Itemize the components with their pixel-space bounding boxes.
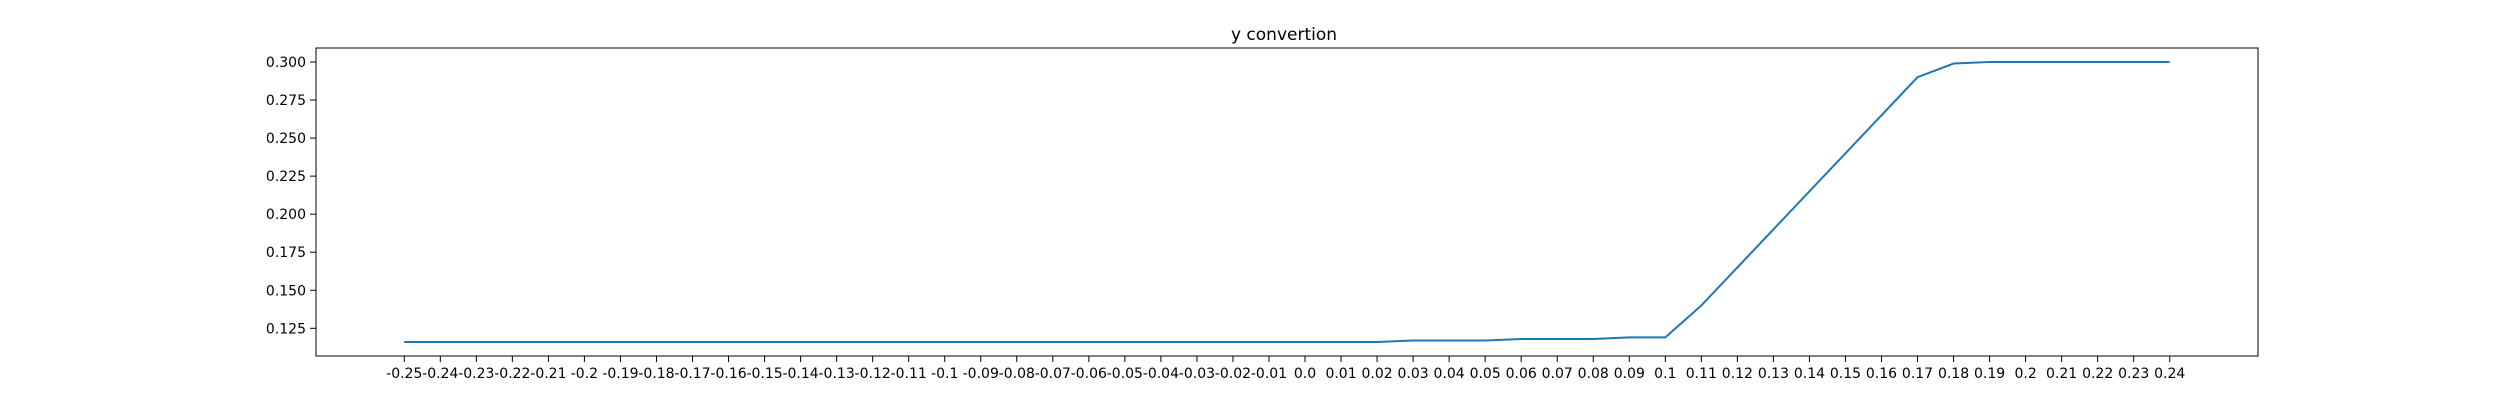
x-tick-label: -0.18 — [638, 366, 674, 382]
x-tick-label: -0.11 — [891, 366, 927, 382]
x-tick-label: -0.14 — [782, 366, 818, 382]
x-tick-label: -0.21 — [530, 366, 566, 382]
x-tick-label: -0.22 — [494, 366, 530, 382]
x-tick-label: 0.24 — [2154, 366, 2185, 382]
x-tick-label: -0.07 — [1035, 366, 1071, 382]
x-tick-label: -0.01 — [1251, 366, 1287, 382]
x-tick-label: -0.08 — [999, 366, 1035, 382]
x-tick-label: 0.11 — [1686, 366, 1717, 382]
x-tick-label: -0.05 — [1107, 366, 1143, 382]
x-tick-label: -0.04 — [1143, 366, 1179, 382]
x-tick-label: 0.06 — [1506, 366, 1537, 382]
x-tick-label: 0.14 — [1794, 366, 1825, 382]
x-tick-label: 0.05 — [1470, 366, 1501, 382]
x-tick-label: 0.12 — [1722, 366, 1753, 382]
x-tick-label: 0.07 — [1542, 366, 1573, 382]
x-tick-label: 0.04 — [1434, 366, 1465, 382]
y-tick-label: 0.250 — [266, 131, 306, 147]
x-tick-label: 0.09 — [1614, 366, 1645, 382]
x-tick-label: -0.15 — [746, 366, 782, 382]
x-tick-label: -0.09 — [963, 366, 999, 382]
series-line — [404, 61, 2170, 343]
y-tick-label: 0.175 — [266, 245, 306, 261]
x-tick-label: 0.17 — [1902, 366, 1933, 382]
x-tick-label: 0.13 — [1758, 366, 1789, 382]
series-group — [404, 61, 2170, 343]
y-axis: 0.125 0.150 0.175 0.200 0.225 0.250 0.275 0.300 — [266, 55, 316, 337]
x-tick-label: 0.19 — [1974, 366, 2005, 382]
x-tick-label: 0.1 — [1654, 366, 1676, 382]
x-tick-label: 0.01 — [1325, 366, 1356, 382]
x-tick-label: 0.15 — [1830, 366, 1861, 382]
y-tick-label: 0.200 — [266, 207, 306, 223]
y-tick-label: 0.275 — [266, 93, 306, 109]
x-tick-label: 0.16 — [1866, 366, 1897, 382]
x-tick-label: -0.12 — [855, 366, 891, 382]
x-tick-label: 0.03 — [1398, 366, 1429, 382]
x-tick-label: -0.1 — [931, 366, 958, 382]
x-tick-label: 0.08 — [1578, 366, 1609, 382]
x-tick-label: 0.22 — [2082, 366, 2113, 382]
x-tick-label: 0.18 — [1938, 366, 1969, 382]
x-tick-label: -0.25 — [386, 366, 422, 382]
x-tick-label: -0.24 — [422, 366, 458, 382]
chart-title: y convertion — [1231, 25, 1337, 45]
x-tick-label: 0.21 — [2046, 366, 2077, 382]
x-tick-label: -0.03 — [1179, 366, 1215, 382]
y-tick-label: 0.150 — [266, 283, 306, 299]
x-axis: -0.25 -0.24 -0.23 -0.22 -0.21 -0.2 -0.19 -0.18-… — [386, 356, 2185, 382]
x-tick-label: 0.2 — [2014, 366, 2036, 382]
x-tick-label: -0.23 — [458, 366, 494, 382]
x-tick-label: -0.13 — [819, 366, 855, 382]
x-tick-label: -0.16 — [710, 366, 746, 382]
y-tick-label: 0.300 — [266, 55, 306, 71]
y-tick-label: 0.125 — [266, 321, 306, 337]
x-tick-label: -0.19 — [602, 366, 638, 382]
x-tick-label: -0.02 — [1215, 366, 1251, 382]
y-tick-label: 0.225 — [266, 169, 306, 185]
x-tick-label: 0.02 — [1361, 366, 1392, 382]
x-tick-label: -0.2 — [571, 366, 598, 382]
x-tick-label: 0.23 — [2118, 366, 2149, 382]
x-tick-label: -0.06 — [1071, 366, 1107, 382]
x-tick-label: -0.17 — [674, 366, 710, 382]
x-tick-label: 0.0 — [1294, 366, 1316, 382]
plot-area-frame — [315, 47, 2259, 357]
